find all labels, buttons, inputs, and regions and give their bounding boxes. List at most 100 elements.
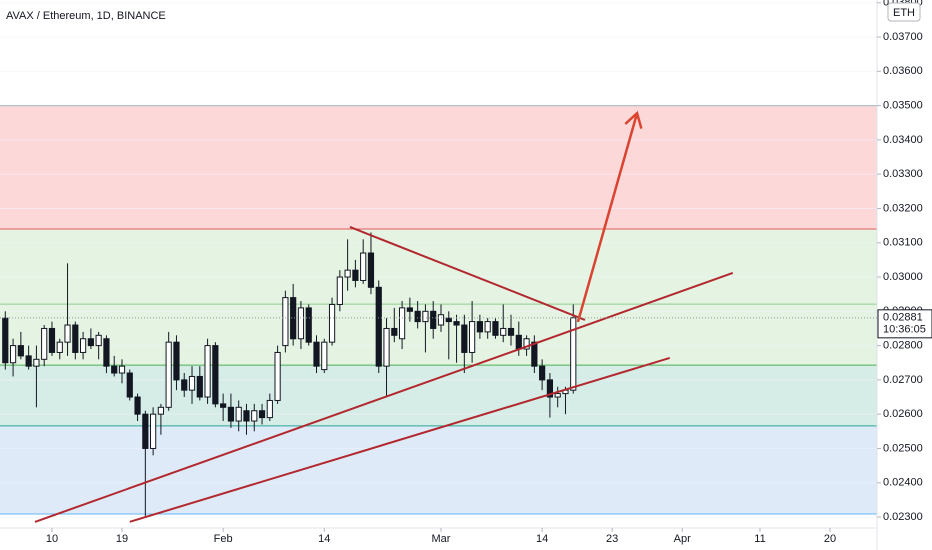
candle-body [274, 351, 281, 401]
last-price-label: 0.02881 [883, 312, 923, 324]
candle-body [344, 269, 351, 278]
candle-body [9, 345, 17, 364]
y-tick-label: 0.02300 [883, 511, 923, 523]
zone [0, 105, 877, 230]
candle-body [398, 307, 406, 340]
candle-body [48, 327, 56, 353]
chart-title: AVAX / Ethereum, 1D, BINANCE [6, 10, 166, 22]
x-tick-label: 10 [46, 533, 58, 545]
y-tick-label: 0.03400 [883, 134, 923, 146]
candle-body [266, 399, 273, 419]
candle-body [352, 269, 359, 281]
candle-body [258, 410, 266, 419]
candle-body [336, 276, 343, 305]
price-axis [877, 0, 932, 550]
candle-body [539, 365, 546, 381]
candle-body [445, 317, 452, 323]
y-tick-label: 0.02700 [883, 374, 923, 386]
candle-body [437, 314, 445, 326]
x-tick-label: 11 [754, 533, 765, 545]
candle-body [453, 321, 460, 326]
zone [0, 425, 877, 514]
candle-body [196, 375, 203, 398]
candle-body [181, 379, 188, 391]
candle-body [227, 406, 235, 422]
x-tick-label: Apr [674, 533, 691, 545]
candle-body [360, 252, 367, 281]
candle-body [414, 310, 421, 323]
y-tick-label: 0.02500 [883, 442, 923, 454]
candle-body [235, 406, 242, 422]
x-tick-label: 14 [536, 533, 548, 545]
x-tick-label: 20 [824, 533, 836, 545]
candle-body [500, 327, 507, 336]
candle-body [492, 321, 499, 336]
trendline [34, 271, 734, 523]
candle-body [515, 334, 522, 350]
currency-button[interactable] [887, 2, 921, 22]
axes: 0.02300 0.02400 0.02500 0.02600 0.02700 0.028… [46, 0, 923, 545]
trendline [349, 226, 586, 321]
candle-body [95, 334, 102, 347]
candle-body [554, 393, 561, 398]
candle-body [531, 341, 538, 367]
candle-body [461, 324, 468, 353]
candle-body [282, 297, 289, 347]
candle-body [111, 365, 118, 374]
candle-body [204, 345, 211, 398]
candle-body [87, 338, 94, 347]
candle-body [383, 327, 390, 367]
candle-body [243, 410, 250, 422]
y-tick-label: 0.02600 [883, 408, 923, 420]
candle-body [103, 338, 110, 367]
candle-body [430, 310, 437, 329]
candle-body [305, 307, 312, 343]
arrow-head [624, 110, 643, 129]
candle-body [251, 410, 258, 422]
candle-body [523, 338, 530, 350]
zone [0, 229, 877, 366]
candle-body [33, 358, 40, 367]
currency-label[interactable]: ETH [893, 7, 915, 19]
candle-body [134, 396, 141, 415]
candle-body [173, 341, 180, 381]
candle-body [25, 355, 32, 367]
candle-body [150, 413, 157, 449]
candle-body [321, 341, 328, 371]
candle-body [507, 327, 515, 336]
y-tick-label: 0.03200 [883, 202, 923, 214]
candle-body [220, 403, 227, 408]
countdown-label: 10:36:05 [883, 324, 926, 336]
candle-body [367, 252, 375, 288]
time-axis [0, 528, 877, 550]
y-tick-label: 0.03500 [883, 100, 923, 112]
plot-area [0, 2, 877, 523]
candle-body [546, 379, 554, 398]
candle-body [406, 307, 413, 312]
plot-content [0, 2, 877, 523]
candle-body [484, 321, 491, 333]
candle-body [290, 297, 297, 340]
y-tick-label: 0.02800 [883, 340, 923, 352]
x-tick-label: 19 [116, 533, 128, 545]
candle-body [64, 324, 71, 343]
y-tick-label: 0.03000 [883, 271, 923, 283]
candle-body [142, 413, 149, 449]
arrow-line [576, 112, 639, 323]
candle-body [375, 286, 382, 367]
x-tick-label: 23 [606, 533, 618, 545]
y-tick-label: 0.03300 [883, 168, 923, 180]
candle-body [17, 345, 24, 357]
candle-body [2, 317, 9, 364]
y-tick-label: 0.02400 [883, 477, 923, 489]
candle-body [79, 338, 87, 353]
trendline [129, 356, 671, 523]
candle-body [328, 303, 336, 343]
candle-body [476, 321, 483, 333]
x-tick-label: 14 [318, 533, 330, 545]
candle-body [56, 341, 63, 353]
candle-body [469, 321, 476, 353]
